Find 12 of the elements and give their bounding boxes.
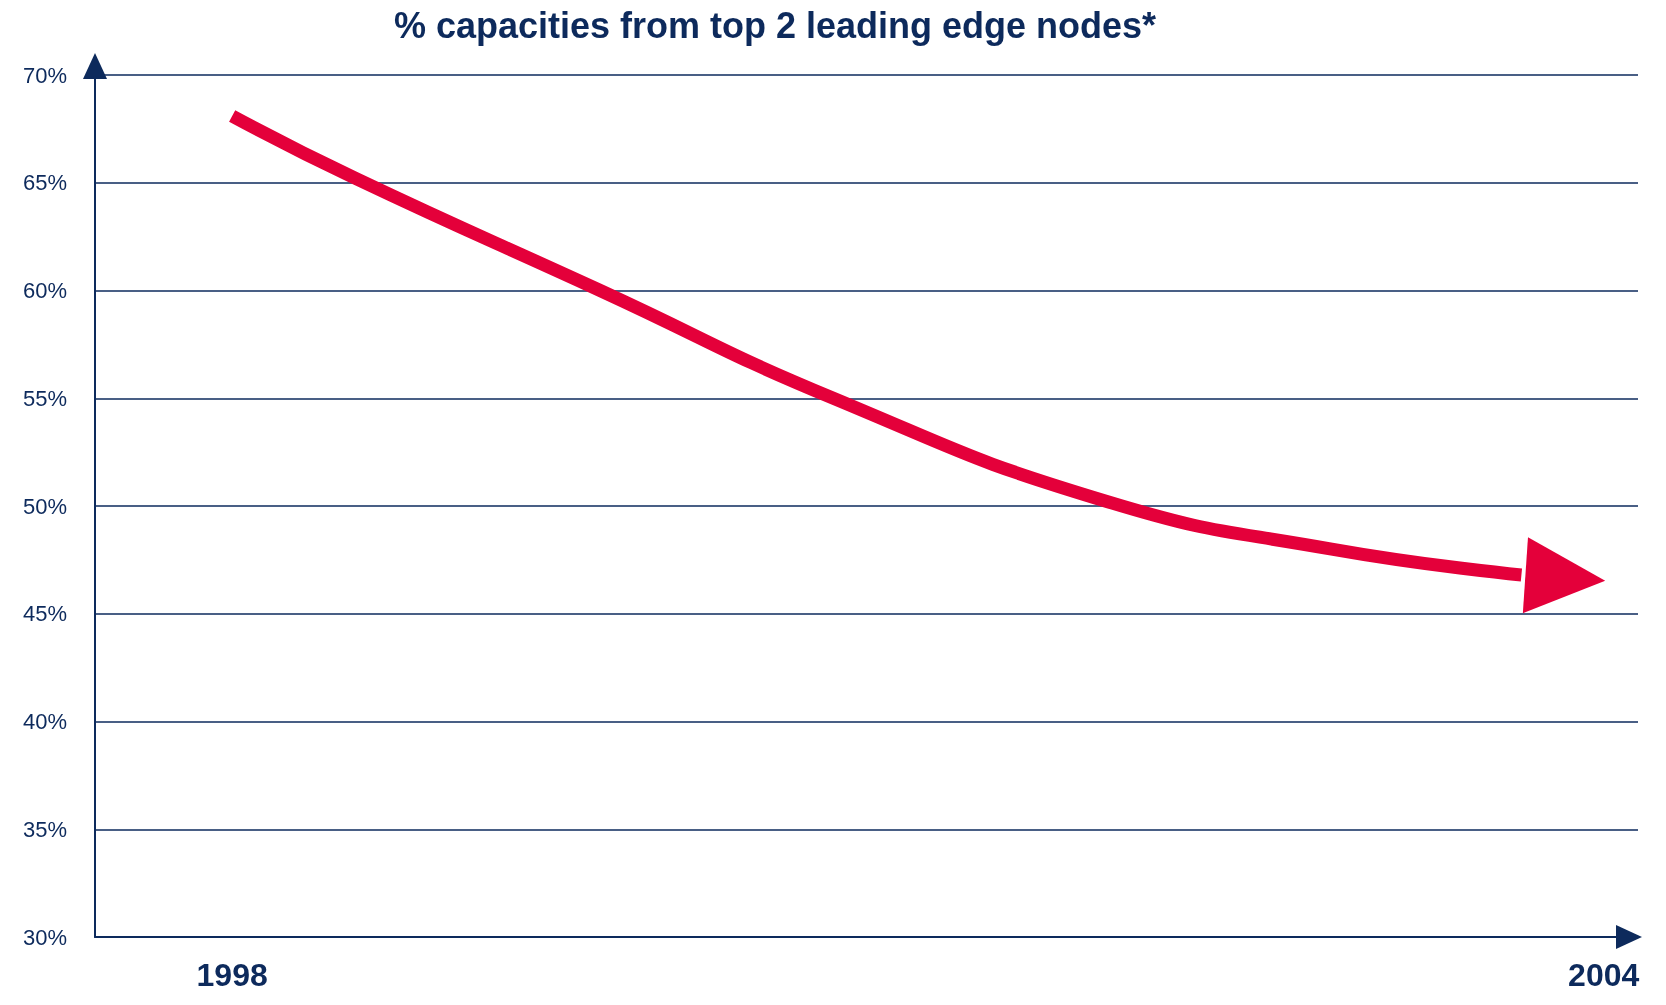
y-tick-label: 55% <box>22 385 67 411</box>
y-tick-label: 65% <box>22 170 67 196</box>
y-tick-label: 60% <box>22 278 67 303</box>
y-tick-label: 45% <box>22 601 67 627</box>
x-tick-label: 1998 <box>196 957 268 993</box>
y-tick-label: 50% <box>22 493 67 519</box>
x-tick-label: 2004 <box>1568 957 1640 993</box>
y-tick-label: 30% <box>22 924 67 950</box>
y-tick-label: 40% <box>22 709 67 734</box>
chart-title: % capacities from top 2 leading edge nodes* <box>393 4 1157 46</box>
y-tick-label: 70% <box>22 62 67 88</box>
y-tick-label: 35% <box>22 816 67 842</box>
